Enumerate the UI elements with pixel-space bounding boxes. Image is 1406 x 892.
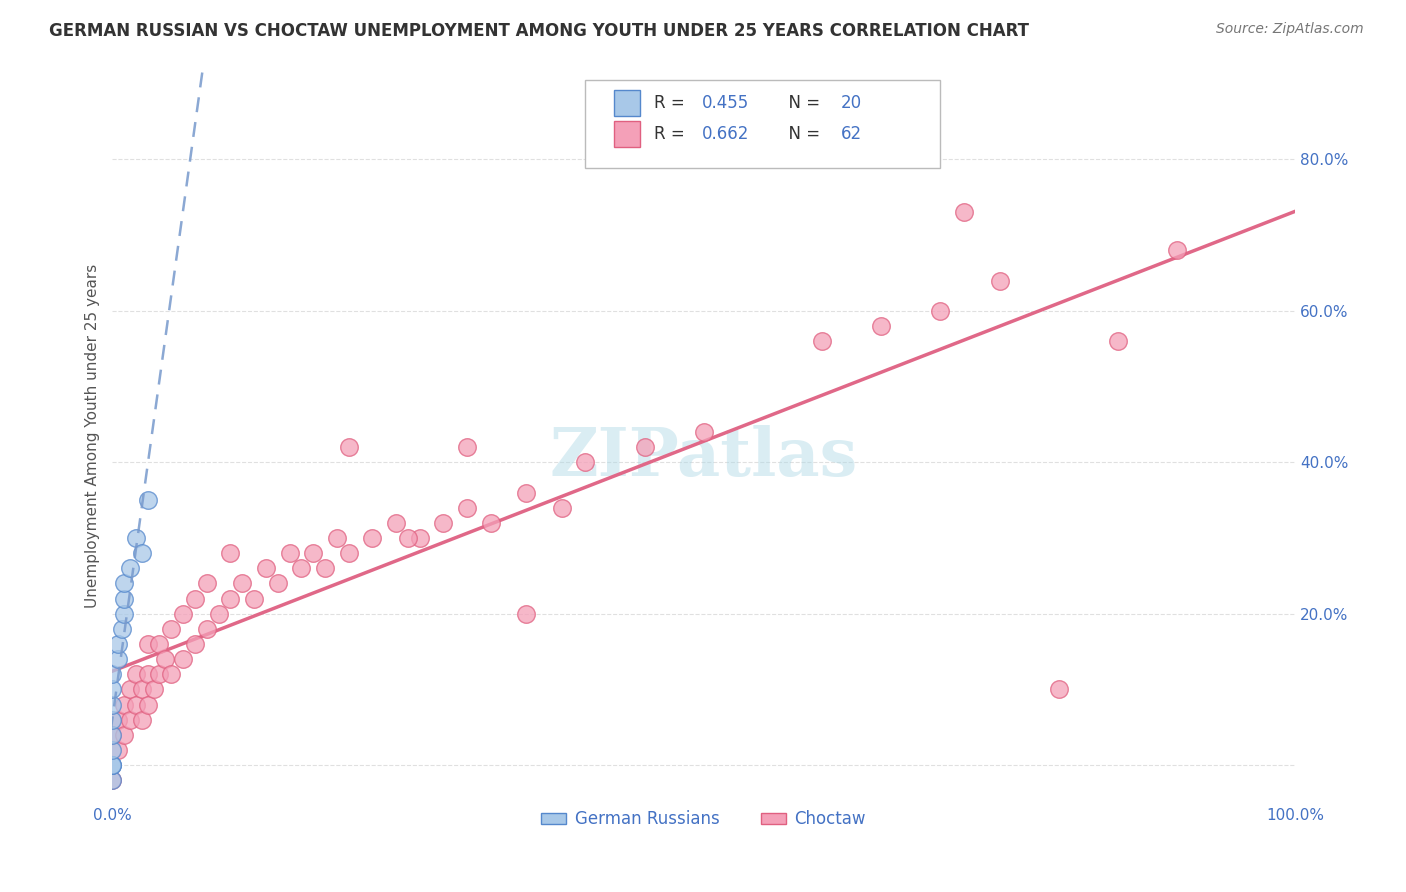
Point <box>314 561 336 575</box>
Point <box>112 728 135 742</box>
Point <box>101 713 124 727</box>
Point <box>110 622 132 636</box>
Point <box>112 698 135 712</box>
Text: 62: 62 <box>841 125 862 143</box>
Point <box>361 531 384 545</box>
Text: R =: R = <box>654 94 690 112</box>
Point <box>184 637 207 651</box>
Point <box>219 591 242 606</box>
Point <box>101 728 124 742</box>
Point <box>929 303 952 318</box>
Point <box>125 698 148 712</box>
Point <box>131 713 153 727</box>
Point <box>107 713 129 727</box>
Point <box>107 743 129 757</box>
Legend: German Russians, Choctaw: German Russians, Choctaw <box>534 804 873 835</box>
Point <box>231 576 253 591</box>
Point <box>953 205 976 219</box>
Bar <box>614 120 640 147</box>
Point <box>101 698 124 712</box>
Point <box>479 516 502 530</box>
Point <box>254 561 277 575</box>
Point <box>101 773 124 788</box>
Text: N =: N = <box>779 94 825 112</box>
Point <box>131 682 153 697</box>
Point <box>456 500 478 515</box>
Point <box>148 667 170 681</box>
Point <box>551 500 574 515</box>
Point <box>515 485 537 500</box>
Point <box>101 682 124 697</box>
Text: 0.662: 0.662 <box>702 125 749 143</box>
Point <box>142 682 165 697</box>
Point <box>160 667 183 681</box>
Point <box>432 516 454 530</box>
Point <box>184 591 207 606</box>
Point <box>219 546 242 560</box>
Point <box>1107 334 1129 348</box>
Text: 20: 20 <box>841 94 862 112</box>
Point <box>101 773 124 788</box>
Text: GERMAN RUSSIAN VS CHOCTAW UNEMPLOYMENT AMONG YOUTH UNDER 25 YEARS CORRELATION CH: GERMAN RUSSIAN VS CHOCTAW UNEMPLOYMENT A… <box>49 22 1029 40</box>
Point <box>107 637 129 651</box>
Point <box>267 576 290 591</box>
Point <box>409 531 432 545</box>
Point <box>160 622 183 636</box>
Point <box>112 591 135 606</box>
Y-axis label: Unemployment Among Youth under 25 years: Unemployment Among Youth under 25 years <box>86 264 100 607</box>
Point <box>243 591 266 606</box>
Point <box>811 334 834 348</box>
Point <box>195 576 218 591</box>
Point <box>101 758 124 772</box>
Point <box>693 425 716 439</box>
Point <box>515 607 537 621</box>
Point <box>302 546 325 560</box>
Point <box>172 652 194 666</box>
Point <box>101 758 124 772</box>
Point <box>131 546 153 560</box>
Point <box>101 758 124 772</box>
Point <box>396 531 419 545</box>
Point <box>385 516 408 530</box>
Point <box>988 273 1011 287</box>
Point <box>870 318 893 333</box>
Point <box>112 576 135 591</box>
Point <box>195 622 218 636</box>
Point <box>278 546 301 560</box>
Point <box>136 667 159 681</box>
Point <box>290 561 312 575</box>
Point <box>125 531 148 545</box>
Point <box>101 667 124 681</box>
Text: ZIPatlas: ZIPatlas <box>550 425 858 491</box>
Point <box>574 455 596 469</box>
Text: Source: ZipAtlas.com: Source: ZipAtlas.com <box>1216 22 1364 37</box>
Point <box>326 531 349 545</box>
Point <box>337 440 360 454</box>
Point <box>1166 244 1188 258</box>
Point <box>1047 682 1070 697</box>
Point <box>172 607 194 621</box>
Text: 0.455: 0.455 <box>702 94 748 112</box>
Bar <box>614 90 640 116</box>
Point <box>456 440 478 454</box>
Point <box>136 493 159 508</box>
Point <box>118 561 141 575</box>
Text: N =: N = <box>779 125 825 143</box>
Text: R =: R = <box>654 125 690 143</box>
Point <box>118 682 141 697</box>
FancyBboxPatch shape <box>585 79 941 168</box>
Point <box>136 698 159 712</box>
Point <box>207 607 229 621</box>
Point <box>148 637 170 651</box>
Point <box>155 652 177 666</box>
Point <box>118 713 141 727</box>
Point <box>107 652 129 666</box>
Point <box>633 440 655 454</box>
Point <box>112 607 135 621</box>
Point <box>125 667 148 681</box>
Point <box>101 743 124 757</box>
Point <box>337 546 360 560</box>
Point <box>136 637 159 651</box>
Point <box>101 728 124 742</box>
